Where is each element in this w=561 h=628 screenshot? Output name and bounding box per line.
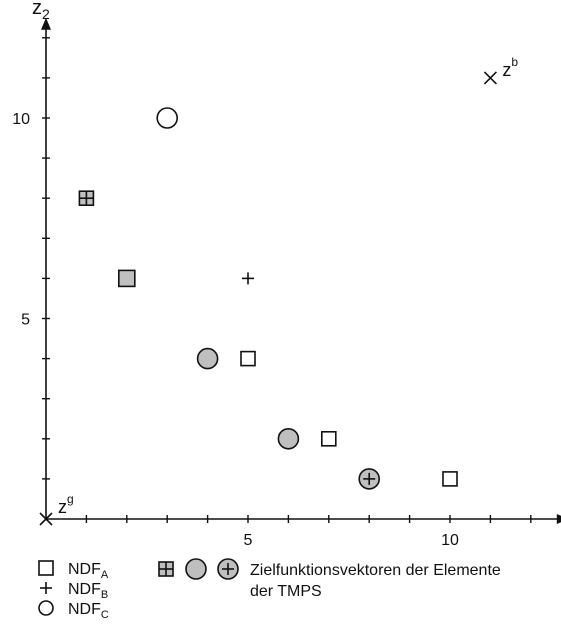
legend-label: NDFA — [68, 561, 109, 581]
x-diag2 — [39, 512, 53, 526]
data-point — [156, 107, 178, 129]
legend-label-sub: A — [101, 569, 109, 581]
data-points — [78, 107, 458, 490]
open-square-marker — [38, 560, 54, 576]
open-square-marker — [240, 350, 256, 367]
data-point — [78, 190, 95, 206]
legend-tmps-markers — [158, 558, 239, 580]
y-tick-label: 10 — [12, 111, 30, 128]
data-point — [196, 347, 219, 370]
legend-label-sub: C — [101, 609, 109, 621]
x-axis-arrowhead — [556, 514, 561, 524]
legend-marker — [38, 560, 54, 576]
x-diag2 — [483, 71, 497, 85]
y-axis-label: z2 — [32, 0, 50, 22]
data-point — [358, 468, 381, 490]
y-axis-label-base: z — [32, 0, 42, 19]
y-axis-label-sub: 2 — [42, 6, 50, 22]
reference-point-label-base: z — [502, 60, 511, 80]
legend-label: NDFB — [68, 581, 108, 601]
grey-circle-marker — [196, 347, 219, 370]
legend-label-sub: B — [101, 589, 108, 601]
reference-point-marker — [39, 512, 53, 526]
legend-label-base: NDF — [68, 601, 101, 618]
legend-tmps-marker — [217, 558, 239, 580]
x-tick-label: 10 — [441, 532, 459, 549]
legend-tmps-text-line1: Zielfunktionsvektoren der Elemente — [250, 562, 501, 579]
legend-tmps-text-line2: der TMPS — [250, 583, 322, 600]
legend-tmps: Zielfunktionsvektoren der Elemente der T… — [158, 558, 501, 600]
reference-point-label-base: z — [58, 497, 67, 517]
legend-tmps-marker — [185, 558, 207, 580]
legend-tmps-marker — [158, 561, 174, 577]
legend-open-circle-marker — [38, 600, 54, 616]
data-point — [242, 272, 254, 285]
open-square-marker — [320, 430, 337, 447]
reference-point-label-sup: b — [511, 55, 518, 69]
y-tick-label: 5 — [21, 312, 30, 329]
y-axis-arrowhead — [41, 17, 51, 30]
reference-point-label: zg — [58, 492, 74, 517]
data-point — [442, 471, 458, 487]
legend-marker — [40, 582, 52, 594]
legend-label: NDFC — [68, 601, 109, 621]
data-point — [240, 350, 256, 367]
open-square-marker — [442, 471, 458, 487]
legend-label-base: NDF — [68, 561, 101, 578]
reference-point-label: zb — [502, 55, 518, 80]
data-point — [277, 427, 300, 450]
axis-ticks: 5 10 5 10 — [12, 37, 532, 549]
data-point — [320, 430, 337, 447]
data-point — [118, 269, 136, 288]
reference-point-label-sup: g — [67, 492, 74, 506]
open-circle-marker — [156, 107, 178, 129]
grey-square-marker — [118, 269, 136, 288]
grey-circle-marker — [277, 427, 300, 450]
reference-point-marker — [483, 71, 497, 85]
x-tick-label: 5 — [244, 532, 253, 549]
grey-circle-marker — [185, 558, 207, 580]
legend-label-base: NDF — [68, 581, 101, 598]
